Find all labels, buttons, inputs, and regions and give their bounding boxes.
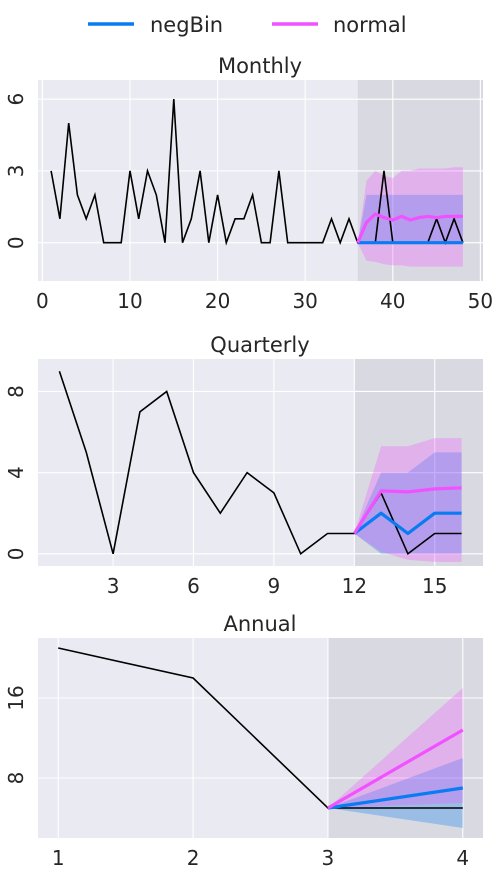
- quarterly-negbin-mean-line: [353, 511, 462, 536]
- quarterly-panel: Quarterly 3 6 9 12 15 0 4 8: [4, 333, 483, 598]
- quarterly-y-tick-label: 8: [4, 385, 28, 398]
- annual-x-tick-label: 2: [187, 846, 200, 870]
- monthly-y-tick-label: 0: [4, 236, 28, 249]
- quarterly-y-tick-label: 4: [4, 466, 28, 479]
- annual-x-tick-label: 3: [322, 846, 335, 870]
- annual-actual-line: [58, 647, 463, 809]
- monthly-normal-mean-line: [356, 212, 463, 244]
- annual-normal-mean-line: [327, 728, 464, 810]
- legend-label-normal: normal: [333, 13, 407, 37]
- quarterly-negbin-interval-band: [354, 452, 462, 554]
- quarterly-title: Quarterly: [210, 333, 309, 357]
- annual-negbin-mean-line: [327, 786, 464, 810]
- annual-panel: Annual 1 2 3 4 8 16: [4, 612, 483, 870]
- monthly-panel: Monthly 0 10 20 30 40 50 0 3 6: [4, 54, 493, 313]
- monthly-x-tick-label: 50: [468, 289, 493, 313]
- annual-y-tick-label: 8: [4, 772, 28, 785]
- legend: negBin normal: [88, 13, 407, 37]
- monthly-x-tick-label: 10: [117, 289, 142, 313]
- quarterly-x-tick-label: 3: [107, 574, 120, 598]
- quarterly-normal-mean-line: [352, 486, 462, 535]
- monthly-forecast-region: [357, 80, 483, 281]
- annual-title: Annual: [224, 612, 297, 636]
- monthly-x-tick-label: 40: [380, 289, 405, 313]
- annual-negbin-interval-band: [327, 758, 463, 828]
- quarterly-y-tick-label: 0: [4, 547, 28, 560]
- legend-entry-normal: normal: [272, 13, 407, 37]
- monthly-x-tick-label: 0: [36, 289, 49, 313]
- monthly-y-tick-label: 3: [4, 165, 28, 178]
- legend-entry-negbin: negBin: [88, 13, 223, 37]
- quarterly-x-tick-label: 6: [187, 574, 200, 598]
- annual-normal-interval-band: [327, 688, 463, 808]
- annual-x-tick-label: 4: [456, 846, 469, 870]
- monthly-x-tick-label: 20: [205, 289, 230, 313]
- quarterly-x-tick-label: 15: [422, 574, 447, 598]
- quarterly-x-tick-label: 12: [342, 574, 367, 598]
- quarterly-normal-interval-band: [354, 438, 462, 562]
- quarterly-forecast-region: [354, 359, 483, 566]
- annual-x-tick-label: 1: [52, 846, 65, 870]
- monthly-x-tick-label: 30: [292, 289, 317, 313]
- monthly-y-tick-label: 6: [4, 93, 28, 106]
- legend-label-negbin: negBin: [150, 13, 223, 37]
- monthly-title: Monthly: [218, 54, 302, 78]
- annual-y-tick-label: 16: [4, 685, 28, 710]
- quarterly-x-tick-label: 9: [268, 574, 281, 598]
